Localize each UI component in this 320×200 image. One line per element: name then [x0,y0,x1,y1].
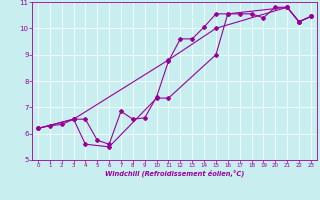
X-axis label: Windchill (Refroidissement éolien,°C): Windchill (Refroidissement éolien,°C) [105,170,244,177]
